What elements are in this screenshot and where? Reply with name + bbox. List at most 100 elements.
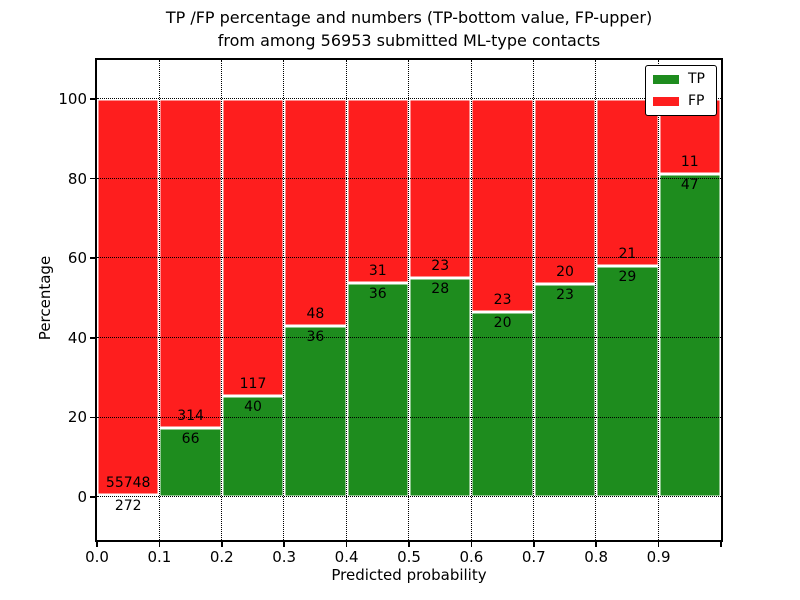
gridline-vertical xyxy=(408,60,410,540)
bar-fp-count-label: 23 xyxy=(431,258,450,275)
bar-tp-count-label: 66 xyxy=(181,430,200,447)
bar-fp-count-label: 314 xyxy=(177,407,204,424)
plot-area: 55748 272 314 66 117 40 48 36 31 36 23 28 23 20 20 23 21… xyxy=(95,58,723,542)
chart-title-line2: from among 56953 submitted ML-type conta… xyxy=(217,31,601,50)
x-axis-label: Predicted probability xyxy=(331,566,487,584)
bar-fp-segment xyxy=(409,99,472,279)
legend-label-tp: TP xyxy=(688,71,705,87)
x-tick xyxy=(408,542,410,547)
bar-fp-count-label: 48 xyxy=(306,306,325,323)
gridline-vertical xyxy=(345,60,347,540)
x-tick-label: 0.7 xyxy=(521,548,546,566)
gridline-horizontal xyxy=(97,257,721,259)
gridline-vertical xyxy=(595,60,597,540)
bar-tp-segment xyxy=(409,278,472,497)
legend: TP FP xyxy=(645,65,717,116)
gridline-vertical xyxy=(221,60,223,540)
y-tick-label: 80 xyxy=(67,169,87,188)
gridline-horizontal xyxy=(97,496,721,498)
legend-entry-fp: FP xyxy=(653,94,709,109)
bar-fp-count-label: 21 xyxy=(618,246,637,263)
gridline-vertical xyxy=(470,60,472,540)
bar-tp-segment xyxy=(471,311,534,497)
bar-tp-count-label: 29 xyxy=(618,269,637,286)
chart-title-line1: TP /FP percentage and numbers (TP-bottom… xyxy=(165,8,653,27)
x-tick xyxy=(96,542,98,547)
bar-tp-count-label: 40 xyxy=(244,398,262,415)
bar-tp-segment xyxy=(533,284,597,497)
x-tick xyxy=(720,542,722,547)
gridline-vertical xyxy=(158,60,160,540)
y-tick-label: 40 xyxy=(67,328,87,347)
x-tick xyxy=(533,542,535,547)
legend-swatch-tp-icon xyxy=(653,75,679,84)
bar-tp-segment xyxy=(658,174,721,497)
x-tick xyxy=(595,542,597,547)
x-tick xyxy=(221,542,223,547)
bar-tp-count-label: 272 xyxy=(114,498,142,515)
y-tick-label: 20 xyxy=(67,408,87,427)
bar-fp-count-label: 31 xyxy=(368,263,387,280)
chart-title: TP /FP percentage and numbers (TP-bottom… xyxy=(166,6,652,52)
legend-entry-tp: TP xyxy=(653,72,709,87)
legend-swatch-fp-icon xyxy=(653,97,679,106)
y-tick-label: 60 xyxy=(67,249,87,268)
bar-tp-segment xyxy=(346,283,409,497)
y-tick xyxy=(90,337,95,339)
x-tick-label: 0.0 xyxy=(85,548,109,566)
bar-tp-count-label: 23 xyxy=(556,287,574,304)
y-tick xyxy=(90,257,95,259)
x-tick xyxy=(283,542,285,547)
x-tick xyxy=(158,542,161,547)
legend-label-fp: FP xyxy=(688,93,705,109)
bar-fp-count-label: 20 xyxy=(556,264,574,281)
bar-fp-segment xyxy=(346,99,409,284)
bar-tp-count-label: 20 xyxy=(493,314,512,331)
y-tick xyxy=(90,177,95,180)
x-tick xyxy=(345,542,348,547)
y-tick xyxy=(90,416,95,419)
x-tick-label: 0.5 xyxy=(397,548,421,566)
x-tick-label: 0.6 xyxy=(459,548,484,566)
bar-tp-count-label: 28 xyxy=(431,281,450,298)
bar-tp-segment xyxy=(221,395,285,497)
y-tick-label: 0 xyxy=(77,488,87,506)
bar-tp-segment xyxy=(97,495,160,497)
y-tick-label: 100 xyxy=(58,90,87,108)
bar-tp-count-label: 36 xyxy=(368,286,387,303)
x-tick-label: 0.2 xyxy=(209,548,234,566)
bar-fp-count-label: 117 xyxy=(239,375,267,392)
gridline-horizontal xyxy=(97,98,721,100)
bar-tp-segment xyxy=(159,427,222,497)
bar-fp-count-label: 55748 xyxy=(105,475,151,492)
gridline-vertical xyxy=(283,60,285,540)
gridline-vertical xyxy=(533,60,535,540)
bar-fp-segment xyxy=(471,99,534,312)
y-tick xyxy=(90,496,95,498)
gridline-vertical xyxy=(657,60,659,540)
x-tick xyxy=(470,542,473,547)
bar-fp-segment xyxy=(284,99,347,327)
x-tick-label: 0.9 xyxy=(646,548,671,566)
bar-fp-segment xyxy=(221,99,285,396)
bar-fp-count-label: 11 xyxy=(680,154,699,171)
x-tick-label: 0.4 xyxy=(334,548,359,566)
y-tick xyxy=(90,98,95,100)
bar-fp-segment xyxy=(533,99,597,285)
gridline-horizontal xyxy=(97,337,721,339)
gridline-horizontal xyxy=(97,177,721,179)
bar-fp-segment xyxy=(97,99,160,496)
bar-tp-count-label: 36 xyxy=(306,329,325,346)
bar-tp-segment xyxy=(284,326,347,497)
x-tick xyxy=(657,542,660,547)
bar-tp-count-label: 47 xyxy=(680,177,699,194)
x-tick-label: 0.8 xyxy=(584,548,609,566)
bar-fp-segment xyxy=(596,99,659,267)
bar-tp-segment xyxy=(596,266,659,497)
x-tick-label: 0.3 xyxy=(272,548,297,566)
bar-fp-count-label: 23 xyxy=(493,291,512,308)
gridline-horizontal xyxy=(97,416,721,418)
x-tick-label: 0.1 xyxy=(147,548,172,566)
y-axis-label: Percentage xyxy=(36,255,54,341)
